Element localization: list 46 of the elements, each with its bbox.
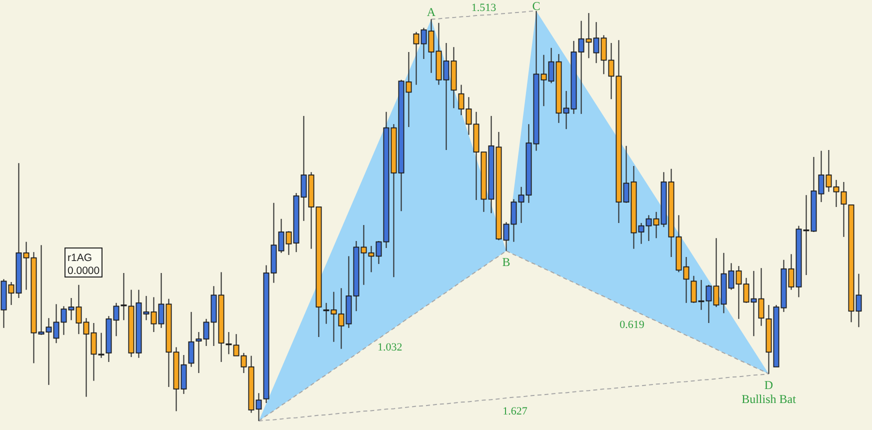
candlestick — [518, 186, 524, 224]
candlestick — [600, 34, 607, 75]
candlestick — [788, 254, 794, 290]
candlestick — [856, 273, 862, 328]
candlestick — [578, 20, 584, 114]
candlestick — [840, 181, 847, 238]
candlestick — [98, 332, 104, 358]
candlestick — [713, 238, 720, 308]
candlestick — [623, 145, 630, 204]
candlestick — [706, 284, 712, 324]
candlestick — [113, 302, 120, 337]
annotation: C — [532, 0, 540, 13]
candlestick — [188, 311, 194, 368]
candlestick — [646, 214, 652, 242]
candlestick — [76, 284, 82, 335]
series-label: 1.627 — [502, 405, 528, 418]
annotation: Bullish Bat — [742, 392, 797, 406]
candlestick — [638, 222, 644, 244]
candlestick — [83, 318, 90, 398]
series-label: 1.513 — [471, 2, 497, 14]
candlestick — [736, 266, 742, 320]
annotation: r1AG — [68, 252, 92, 264]
annotation: D — [764, 378, 774, 392]
candlestick — [826, 149, 832, 192]
series-label: 0.619 — [620, 319, 645, 332]
candlestick — [683, 256, 690, 304]
candlestick — [690, 275, 697, 304]
annotation: 0.0000 — [68, 265, 100, 277]
candlestick — [818, 150, 824, 203]
candlestick — [653, 211, 660, 239]
candlestick — [728, 262, 734, 290]
candlestick — [90, 322, 97, 382]
candlestick — [758, 268, 764, 326]
series-label: 1.032 — [377, 342, 402, 354]
candlestick — [833, 179, 840, 208]
candlestick — [8, 282, 14, 306]
candlestick — [750, 270, 757, 337]
candlestick — [593, 22, 600, 64]
candlestick — [540, 54, 547, 107]
annotation: B — [502, 254, 510, 269]
annotation: A — [426, 5, 436, 20]
candlestick — [743, 277, 750, 304]
candlestick — [548, 47, 554, 84]
candlestick — [608, 42, 614, 100]
candlestick — [586, 12, 592, 59]
candlestick — [563, 90, 570, 130]
